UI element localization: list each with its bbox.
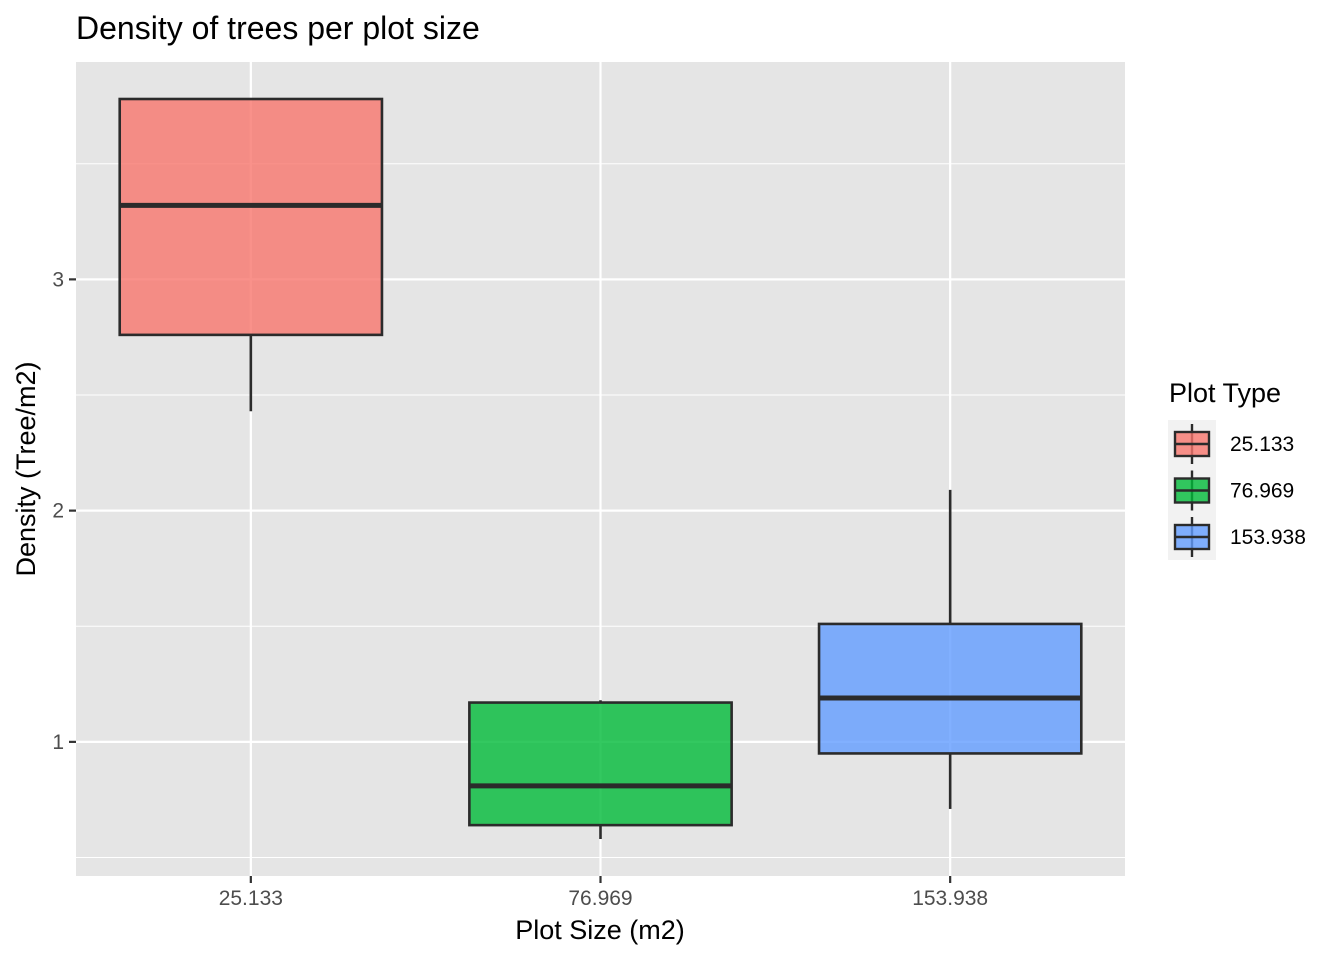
legend-title: Plot Type (1169, 378, 1281, 408)
box-iqr (468, 701, 733, 827)
box-153-938 (817, 489, 1083, 809)
x-axis-title: Plot Size (m2) (515, 915, 685, 945)
legend-entry: 76.969 (1173, 470, 1294, 511)
y-tick-label: 3 (52, 268, 64, 291)
legend-label: 25.133 (1230, 433, 1294, 456)
x-tick-label: 76.969 (568, 887, 632, 910)
box-25-133 (118, 97, 384, 412)
box-iqr (118, 97, 384, 337)
x-tick-label: 153.938 (912, 887, 988, 910)
y-tick-label: 1 (52, 731, 64, 754)
box-group (118, 97, 1083, 839)
legend-label: 153.938 (1230, 526, 1306, 549)
y-tick-label: 2 (52, 500, 64, 523)
box-iqr (817, 622, 1083, 755)
x-tick-label: 25.133 (219, 887, 283, 910)
legend-entry: 153.938 (1173, 517, 1306, 557)
legend-label: 76.969 (1230, 480, 1294, 503)
chart-title: Density of trees per plot size (76, 10, 480, 46)
axes: 1 2 3 25.133 76.969 153.938 (52, 268, 988, 910)
legend-entry: 25.133 (1173, 424, 1294, 464)
legend: Plot Type 25.133 76.969 153.938 (1168, 378, 1306, 560)
box-76-969 (468, 700, 733, 839)
y-axis-title: Density (Tree/m2) (11, 361, 41, 576)
